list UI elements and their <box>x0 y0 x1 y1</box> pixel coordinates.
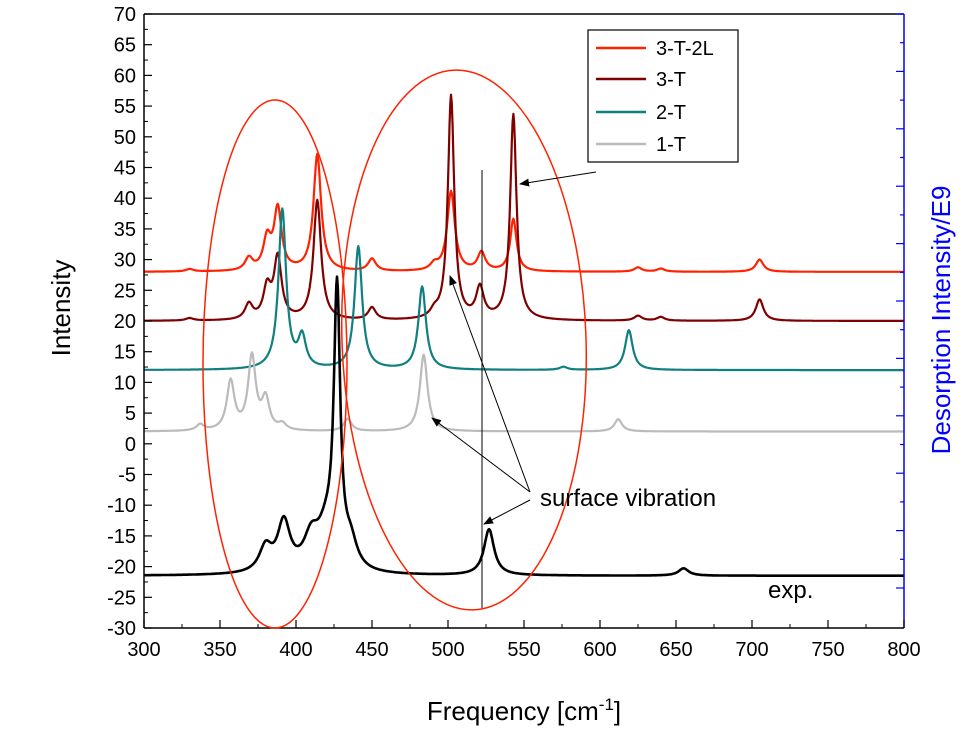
y-tick-label: 10 <box>114 372 136 394</box>
legend-label-3t2l: 3-T-2L <box>656 38 714 60</box>
series-curves <box>143 93 905 577</box>
series-line-1-t <box>143 351 905 433</box>
y-tick-label: -25 <box>107 587 136 609</box>
exp-label: exp. <box>768 577 813 604</box>
x-tick-label: 400 <box>279 639 312 661</box>
y-tick-label: 65 <box>114 35 136 57</box>
y-tick-label: -15 <box>107 526 136 548</box>
ellipse-left <box>202 99 348 629</box>
y-tick-label: 70 <box>114 4 136 26</box>
right-axis-title: Desorption Intensity/E9 <box>926 186 956 455</box>
y-axis-ticks: -30 -25 -20 -15 -10 -5 0 5 10 15 20 25 30 35 40 45 50 55 6… <box>107 4 152 640</box>
x-tick-label: 550 <box>507 639 540 661</box>
arrow-to-legend-peak <box>519 171 597 187</box>
x-tick-label: 800 <box>887 639 920 661</box>
x-tick-label: 350 <box>203 639 236 661</box>
x-tick-label: 700 <box>735 639 768 661</box>
arrow-to-1t-peak <box>431 417 531 493</box>
surface-vibration-label: surface vibration <box>540 485 716 512</box>
legend-label-1t: 1-T <box>656 134 686 156</box>
x-tick-label: 600 <box>583 639 616 661</box>
x-axis-ticks: 300 350 400 450 500 550 600 650 700 750 800 <box>127 620 921 661</box>
series-line-exp <box>143 275 905 577</box>
y-tick-label: 60 <box>114 65 136 87</box>
y-axis-title: Intensity <box>46 260 76 357</box>
legend-label-3t: 3-T <box>656 69 686 91</box>
x-tick-label: 500 <box>431 639 464 661</box>
ellipse-right <box>340 69 588 611</box>
x-axis-title: Frequency [cm-1] <box>427 695 621 726</box>
y-tick-label: 55 <box>114 96 136 118</box>
series-line-3-t <box>143 93 905 322</box>
right-axis-ticks <box>896 13 904 589</box>
y-tick-label: 35 <box>114 219 136 241</box>
x-tick-label: 450 <box>355 639 388 661</box>
y-tick-label: -5 <box>118 465 136 487</box>
legend: 3-T-2L 3-T 2-T 1-T <box>587 29 739 163</box>
x-tick-label: 300 <box>127 639 160 661</box>
series-line-2-t <box>143 207 905 372</box>
arrow-to-3t-peak <box>449 275 531 493</box>
x-tick-label: 650 <box>659 639 692 661</box>
y-tick-label: 5 <box>125 403 136 425</box>
y-tick-label: 15 <box>114 342 136 364</box>
y-tick-label: 0 <box>125 434 136 456</box>
y-tick-label: -10 <box>107 495 136 517</box>
y-tick-label: 25 <box>114 280 136 302</box>
series-line-3-t-2l <box>143 152 905 273</box>
y-tick-label: 30 <box>114 250 136 272</box>
y-tick-label: 20 <box>114 311 136 333</box>
y-tick-label: 50 <box>114 127 136 149</box>
legend-label-2t: 2-T <box>656 102 686 124</box>
y-tick-label: -30 <box>107 618 136 640</box>
y-tick-label: 40 <box>114 188 136 210</box>
legend-box <box>587 29 739 163</box>
y-tick-label: -20 <box>107 557 136 579</box>
x-tick-label: 750 <box>811 639 844 661</box>
arrow-to-exp-peak <box>483 499 531 525</box>
y-tick-label: 45 <box>114 158 136 180</box>
